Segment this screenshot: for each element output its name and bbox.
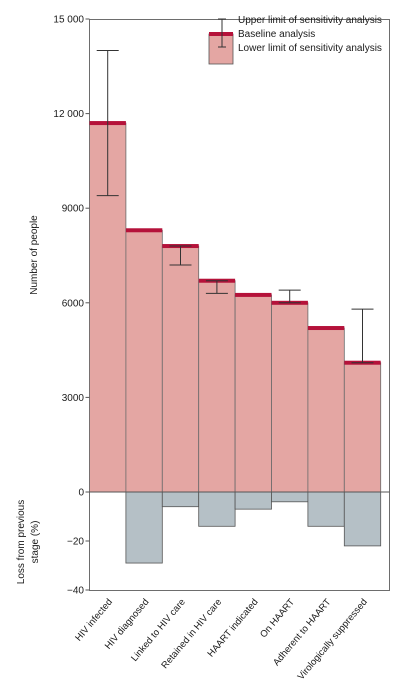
loss-bar-4 (234, 491, 272, 510)
bar-3 (198, 280, 236, 493)
y-axis-ticks: 0 3000 6000 9000 12 000 15 000 −20 −40 (53, 15, 390, 597)
bar-4 (234, 294, 272, 493)
top-y-axis-label: Number of people (29, 215, 40, 295)
baseline-mark-1 (125, 228, 163, 233)
baseline-mark-6 (307, 326, 345, 331)
legend-label-baseline: Baseline analysis (238, 29, 315, 40)
loss-bar-2 (161, 491, 200, 508)
legend-baseline-swatch (209, 32, 233, 36)
y-tick-label-0: 0 (78, 488, 84, 499)
y-tick-label-4: 12 000 (53, 109, 84, 120)
loss-tick-label-1: −20 (67, 537, 84, 548)
bar-2 (161, 245, 200, 493)
legend-label-upper: Upper limit of sensitivity analysis (238, 15, 382, 26)
legend-label-lower: Lower limit of sensitivity analysis (238, 43, 382, 54)
loss-bar-5 (271, 491, 309, 503)
bars-layer (89, 121, 382, 493)
loss-bars-layer (125, 491, 382, 564)
error-bar-7 (351, 308, 374, 364)
y-tick-label-1: 3000 (62, 393, 85, 404)
bottom-y-axis-label-line2: stage (%) (30, 521, 41, 564)
bar-6 (307, 327, 345, 493)
bottom-y-axis-label-line1: Loss from previous (16, 500, 27, 584)
loss-bar-6 (307, 491, 345, 527)
loss-tick-label-2: −40 (67, 586, 84, 597)
y-tick-label-5: 15 000 (53, 15, 84, 26)
legend-bar-swatch (208, 33, 234, 65)
legend: Upper limit of sensitivity analysis Base… (208, 15, 382, 65)
y-tick-label-3: 9000 (62, 204, 85, 215)
baseline-mark-4 (235, 292, 272, 297)
bar-1 (125, 229, 163, 493)
axis-titles: Number of people Loss from previous stag… (16, 215, 41, 584)
error-bar-2 (169, 245, 192, 266)
error-bar-0 (96, 50, 119, 197)
y-tick-label-2: 6000 (62, 298, 85, 309)
loss-bar-7 (343, 491, 382, 547)
category-label-7: Virologically suppressed (296, 597, 370, 682)
error-bar-5 (278, 289, 301, 304)
loss-bar-1 (125, 491, 163, 564)
error-bars-layer (96, 50, 374, 364)
bar-5 (271, 302, 309, 493)
bar-7 (343, 362, 382, 493)
category-label-5: On HAART (258, 597, 297, 640)
loss-bar-3 (198, 491, 236, 527)
error-bar-3 (205, 280, 228, 294)
